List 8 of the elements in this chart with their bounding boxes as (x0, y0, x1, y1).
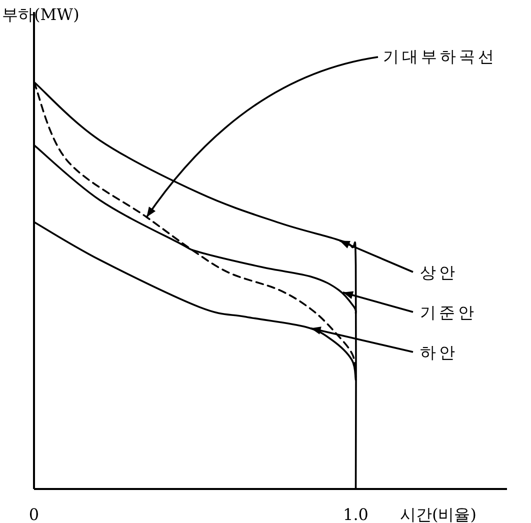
annotation: 기대부하곡선 (383, 47, 497, 66)
x-tick-label: 1.0 (343, 505, 368, 523)
annotation: 상안 (420, 263, 458, 282)
y-axis-title: 부하(MW) (2, 5, 80, 24)
x-tick-label: 0 (28, 505, 40, 523)
annotation: 하안 (420, 343, 458, 362)
x-axis-title: 시간(비율) (400, 505, 476, 523)
annotation: 기준안 (420, 303, 477, 322)
